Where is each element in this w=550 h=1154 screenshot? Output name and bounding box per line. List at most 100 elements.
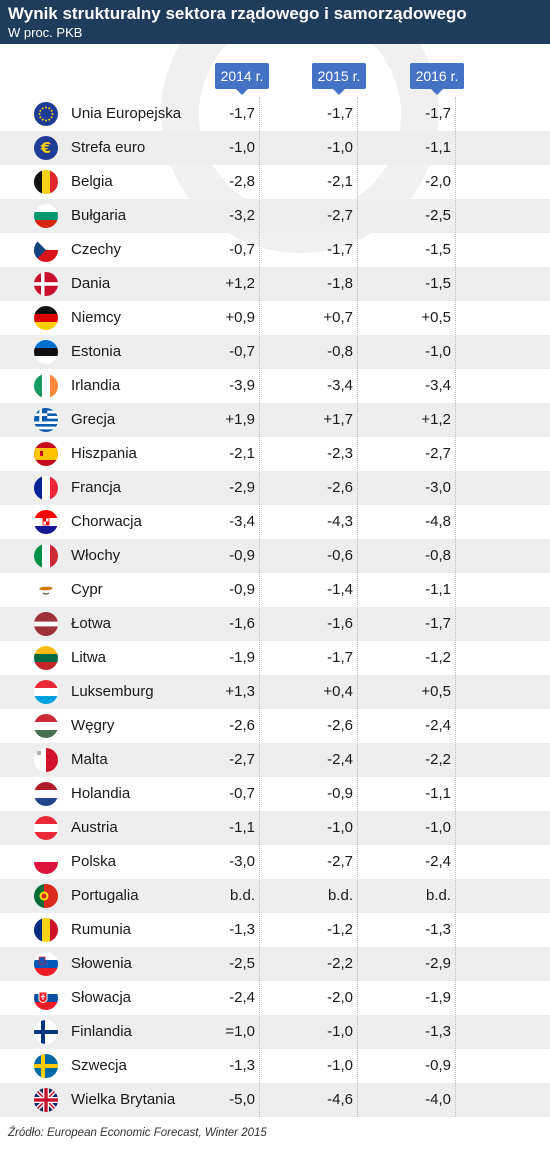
- table-row: Belgia -2,8 -2,1 -2,0: [0, 165, 550, 199]
- value-cell-2015: -1,7: [327, 649, 353, 666]
- value-cell-2016: -1,2: [425, 649, 451, 666]
- value-cell-2014: -1,0: [229, 139, 255, 156]
- country-name: Portugalia: [71, 887, 139, 904]
- value-cell-2016: -0,9: [425, 1057, 451, 1074]
- value-cell-2016: -1,7: [425, 105, 451, 122]
- value-cell-2016: -2,9: [425, 955, 451, 972]
- country-name: Szwecja: [71, 1057, 127, 1074]
- value-cell-2015: +1,7: [323, 411, 353, 428]
- value-cell-2015: -0,6: [327, 547, 353, 564]
- value-cell-2016: -0,8: [425, 547, 451, 564]
- value-cell-2015: -2,7: [327, 853, 353, 870]
- value-cell-2016: -1,0: [425, 343, 451, 360]
- chart-subtitle: W proc. PKB: [8, 25, 83, 40]
- table-row: Cypr -0,9 -1,4 -1,1: [0, 573, 550, 607]
- country-name: Grecja: [71, 411, 116, 428]
- table-row: Austria -1,1 -1,0 -1,0: [0, 811, 550, 845]
- value-cell-2015: -2,3: [327, 445, 353, 462]
- chart-header: Wynik strukturalny sektora rządowego i s…: [0, 0, 550, 44]
- value-cell-2014: -1,1: [229, 819, 255, 836]
- value-cell-2014: -0,9: [229, 547, 255, 564]
- column-header-2014: 2014 r.: [215, 63, 269, 95]
- table-row: Finlandia =1,0 -1,0 -1,3: [0, 1015, 550, 1049]
- table-row: Bułgaria -3,2 -2,7 -2,5: [0, 199, 550, 233]
- table-row: Chorwacja -3,4 -4,3 -4,8: [0, 505, 550, 539]
- bulgaria-flag-icon: [34, 204, 58, 228]
- value-cell-2015: -2,6: [327, 479, 353, 496]
- value-cell-2016: +0,5: [421, 683, 451, 700]
- value-cell-2016: -1,9: [425, 989, 451, 1006]
- table-row: Irlandia -3,9 -3,4 -3,4: [0, 369, 550, 403]
- svg-text:€: €: [40, 139, 51, 157]
- hungary-flag-icon: [34, 714, 58, 738]
- table-row: Malta -2,7 -2,4 -2,2: [0, 743, 550, 777]
- country-name: Luksemburg: [71, 683, 154, 700]
- country-name: Unia Europejska: [71, 105, 182, 122]
- croatia-flag-icon: [34, 510, 58, 534]
- country-name: Dania: [71, 275, 111, 292]
- table-row: Dania +1,2 -1,8 -1,5: [0, 267, 550, 301]
- germany-flag-icon: [34, 306, 58, 330]
- value-cell-2014: b.d.: [229, 887, 255, 904]
- value-cell-2016: -2,2: [425, 751, 451, 768]
- value-cell-2015: -1,0: [327, 139, 353, 156]
- value-cell-2014: -0,7: [229, 241, 255, 258]
- value-cell-2015: -0,8: [327, 343, 353, 360]
- value-cell-2014: -1,9: [229, 649, 255, 666]
- value-cell-2014: +0,9: [225, 309, 255, 326]
- value-cell-2014: =1,0: [225, 1023, 255, 1040]
- country-name: Słowacja: [71, 989, 132, 1006]
- value-cell-2014: -3,9: [229, 377, 255, 394]
- value-cell-2015: -4,3: [327, 513, 353, 530]
- value-cell-2015: -1,7: [327, 241, 353, 258]
- value-cell-2015: -2,4: [327, 751, 353, 768]
- slovakia-flag-icon: [34, 986, 58, 1010]
- value-cell-2015: b.d.: [327, 887, 353, 904]
- value-cell-2016: -1,7: [425, 615, 451, 632]
- estonia-flag-icon: [34, 340, 58, 364]
- value-cell-2016: -2,4: [425, 853, 451, 870]
- value-cell-2016: -3,0: [425, 479, 451, 496]
- value-cell-2014: -3,4: [229, 513, 255, 530]
- netherlands-flag-icon: [34, 782, 58, 806]
- country-name: Włochy: [71, 547, 121, 564]
- table-row: Czechy -0,7 -1,7 -1,5: [0, 233, 550, 267]
- value-cell-2014: -1,3: [229, 921, 255, 938]
- country-name: Węgry: [71, 717, 115, 734]
- country-name: Wielka Brytania: [71, 1091, 176, 1108]
- value-cell-2016: -1,5: [425, 275, 451, 292]
- table-row: Holandia -0,7 -0,9 -1,1: [0, 777, 550, 811]
- country-name: Łotwa: [71, 615, 112, 632]
- value-cell-2016: -1,5: [425, 241, 451, 258]
- country-name: Słowenia: [71, 955, 132, 972]
- value-cell-2015: -2,7: [327, 207, 353, 224]
- value-cell-2014: -2,5: [229, 955, 255, 972]
- value-cell-2014: -3,2: [229, 207, 255, 224]
- value-cell-2016: +0,5: [421, 309, 451, 326]
- malta-flag-icon: [34, 748, 58, 772]
- table-row: Polska -3,0 -2,7 -2,4: [0, 845, 550, 879]
- value-cell-2014: -5,0: [229, 1091, 255, 1108]
- value-cell-2016: -2,0: [425, 173, 451, 190]
- country-name: Polska: [71, 853, 117, 870]
- column-header-2016: 2016 r.: [410, 63, 464, 95]
- country-name: Estonia: [71, 343, 122, 360]
- cyprus-flag-icon: [34, 578, 58, 602]
- euro-sign-icon: €: [34, 136, 58, 160]
- ireland-flag-icon: [34, 374, 58, 398]
- value-cell-2014: -2,7: [229, 751, 255, 768]
- country-name: Belgia: [71, 173, 113, 190]
- value-cell-2015: -2,2: [327, 955, 353, 972]
- source-note: Źródło: European Economic Forecast, Wint…: [8, 1127, 267, 1139]
- belgium-flag-icon: [34, 170, 58, 194]
- value-cell-2016: -2,4: [425, 717, 451, 734]
- value-cell-2016: -2,5: [425, 207, 451, 224]
- italy-flag-icon: [34, 544, 58, 568]
- table-row: € Strefa euro -1,0 -1,0 -1,1: [0, 131, 550, 165]
- value-cell-2014: +1,3: [225, 683, 255, 700]
- value-cell-2016: -1,0: [425, 819, 451, 836]
- value-cell-2016: -3,4: [425, 377, 451, 394]
- value-cell-2014: -0,9: [229, 581, 255, 598]
- value-cell-2014: -1,6: [229, 615, 255, 632]
- value-cell-2015: -1,0: [327, 1023, 353, 1040]
